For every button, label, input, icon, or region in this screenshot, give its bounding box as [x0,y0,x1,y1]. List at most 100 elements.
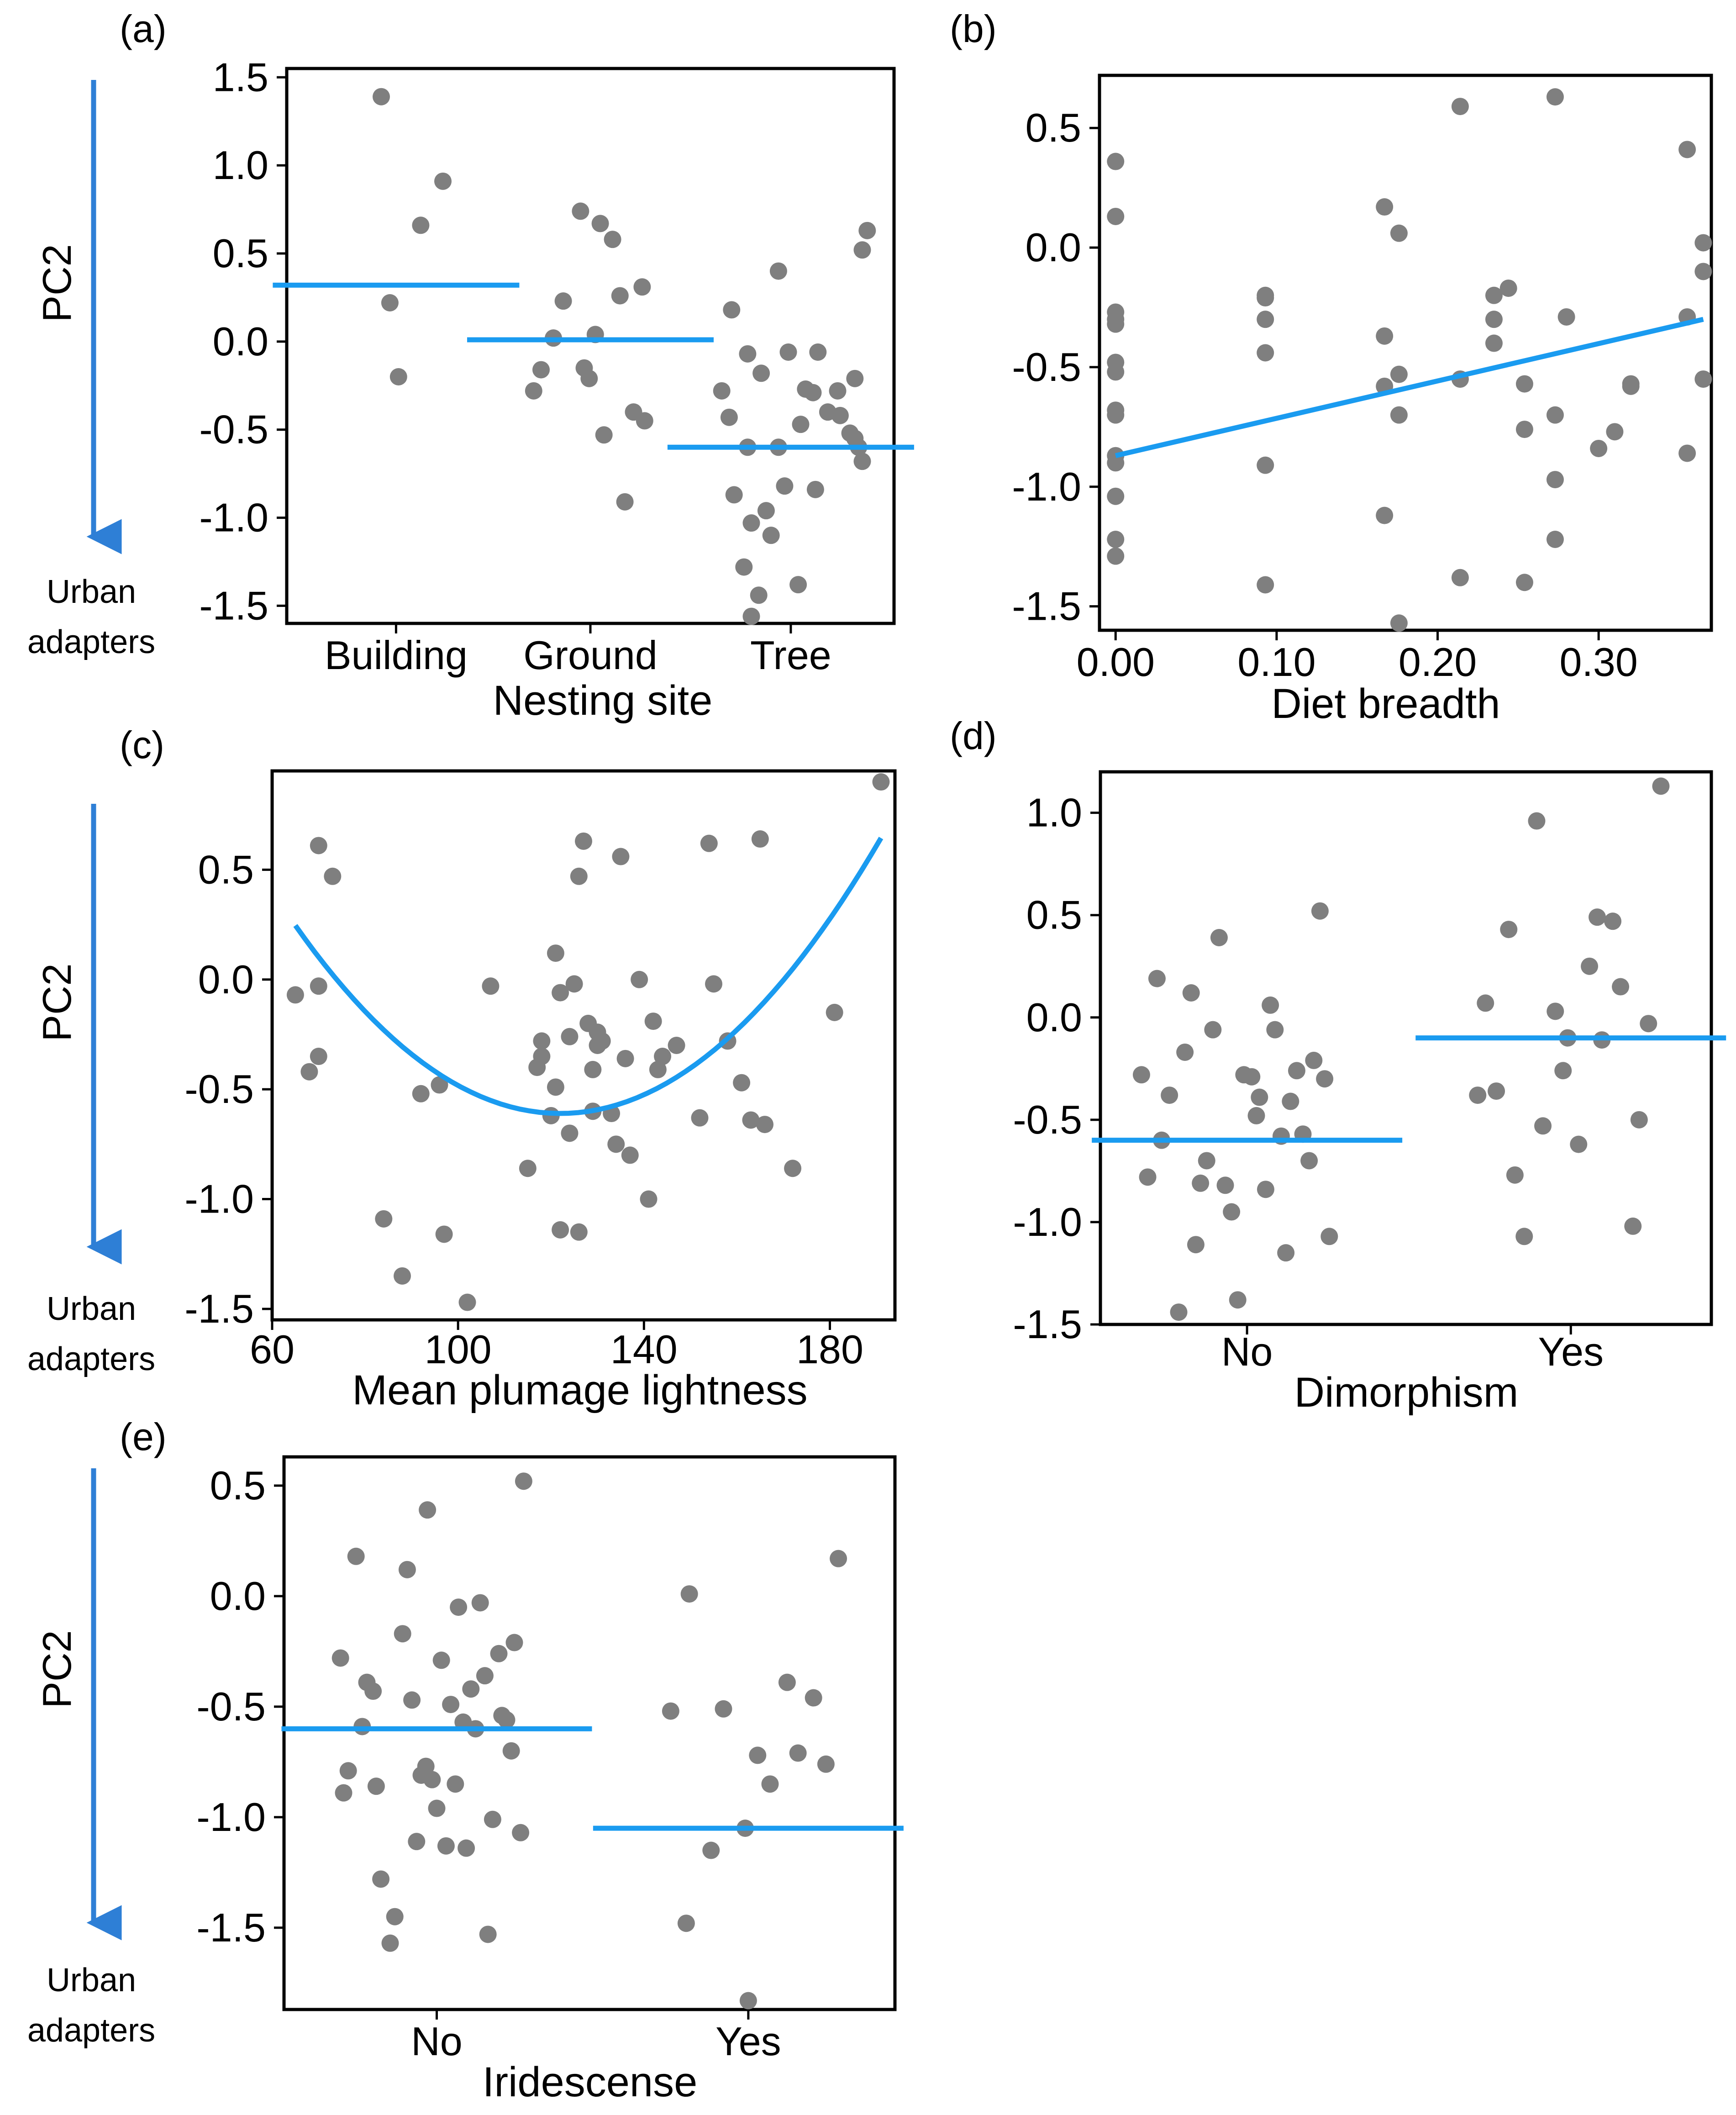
data-point [1678,444,1696,462]
data-point [339,1762,357,1780]
data-point [1499,280,1517,297]
data-point [1257,289,1274,307]
x-tick-label: 0.20 [1399,639,1477,685]
data-point [450,1598,468,1616]
data-point [1251,1088,1268,1106]
data-point [1500,921,1518,939]
y-tick-label: 1.0 [213,142,268,188]
adapters-label-a: adapters [27,624,155,660]
data-point [591,215,609,232]
data-point [636,412,653,430]
data-point [1451,569,1469,586]
data-point [1277,1244,1295,1262]
data-point [1590,439,1608,457]
data-point [1485,334,1503,352]
x-tick-label: 60 [250,1327,295,1372]
data-point [1257,344,1274,362]
data-point [482,977,500,995]
data-point [776,477,794,495]
plot-frame-c [270,769,897,1322]
data-point [1581,957,1599,975]
data-point [779,343,797,361]
data-point [381,1934,399,1952]
data-point [394,1267,411,1285]
data-point [1107,547,1125,565]
data-point [505,1634,523,1651]
y-tick-label: -1.5 [196,1905,266,1950]
y-tick-label: 0.0 [210,1573,266,1619]
y-tick-label: -0.5 [196,1684,266,1729]
data-point [1204,1021,1222,1039]
data-point [1198,1152,1215,1170]
x-axis-title-b: Diet breadth [1271,680,1500,727]
x-ticks-c: 60 100 140 180 [250,1320,863,1372]
data-point [479,1925,497,1943]
y-tick-label: -1.0 [196,1794,266,1840]
data-point [310,1048,327,1065]
y-tick-label: -1.0 [184,1176,254,1222]
data-point [1182,984,1200,1002]
urban-label-e: Urban [47,1962,136,1999]
data-point [817,1755,835,1773]
panel-label-e: (e) [120,1415,167,1458]
data-point [604,231,621,248]
data-point [335,1784,352,1802]
data-point [498,1711,516,1729]
fit-b [1115,316,1704,459]
data-point [423,1771,441,1788]
y-tick-label: -0.5 [199,407,268,452]
panel-d: (d) 1.0 0.5 0.0 -0.5 -1.0 -1.5 No Yes Dimorphi… [950,714,1726,1416]
x-axis-title-c: Mean plumage lightness [352,1367,807,1414]
data-point [756,1116,773,1134]
points-a [373,88,876,625]
data-point [373,88,390,105]
data-point [1390,614,1408,632]
data-point [1554,1062,1572,1080]
data-point [705,975,723,993]
x-ticks-a: Building Ground Tree [325,623,831,678]
data-point [1546,88,1564,106]
data-point [761,1775,779,1793]
data-point [762,527,780,544]
data-point [742,607,760,625]
data-point [1161,1087,1178,1104]
data-point [700,834,718,852]
data-point [572,202,589,220]
data-point [565,975,583,993]
data-point [1107,406,1125,424]
data-point [789,576,807,594]
data-point [739,1992,757,2010]
data-point [1624,1217,1642,1235]
data-point [389,368,407,385]
data-point [1390,365,1408,383]
panel-label-a: (a) [120,7,167,50]
data-point [784,1160,802,1177]
data-point [1477,994,1494,1012]
points-e [331,1472,847,2010]
y-tick-label: -0.5 [184,1066,254,1112]
data-point [1469,1087,1487,1104]
data-point [1390,406,1408,424]
data-point [428,1799,446,1817]
data-point [1694,370,1712,388]
x-tick-label: 180 [796,1327,863,1372]
data-point [398,1561,416,1578]
data-point [644,1013,662,1030]
data-point [525,382,542,400]
data-point [394,1625,411,1643]
regression-line [1115,316,1704,459]
data-point [552,1221,569,1239]
data-point [476,1667,494,1685]
data-point [1390,224,1408,242]
adapters-label-e: adapters [27,2012,155,2049]
data-point [1192,1174,1210,1192]
x-tick-label: 100 [425,1327,492,1372]
data-point [1262,996,1279,1014]
data-point [447,1775,464,1793]
data-point [826,1003,843,1021]
plot-frame-d [1099,770,1713,1326]
data-point [1694,263,1712,280]
data-point [519,1160,537,1177]
data-point [702,1841,720,1859]
data-point [300,1063,318,1081]
